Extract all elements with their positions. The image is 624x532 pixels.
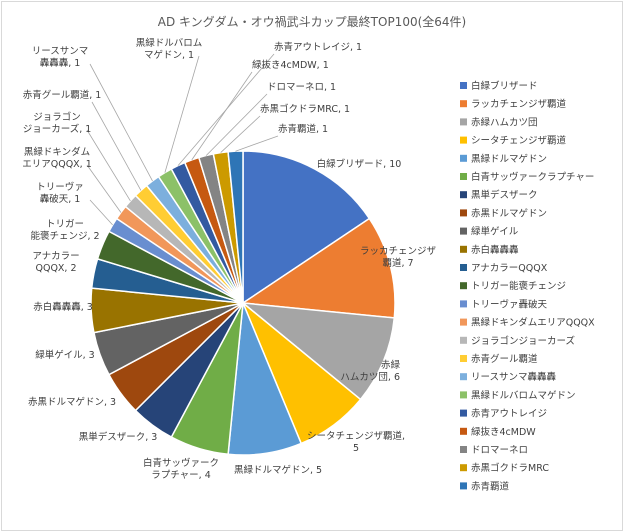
legend-label: 赤白轟轟轟 [471,244,519,256]
pie-slice [240,217,396,319]
legend-swatch [460,136,467,144]
slice-data-label: 赤青グール覇道, 1 [23,89,102,101]
pie-slices [90,150,396,456]
legend-label: 赤青グール覇道 [471,353,538,365]
legend-label: 白緑ブリザード [471,80,538,92]
slice-data-label: 黒単デスザーク, 3 [79,431,158,443]
legend-swatch [460,446,467,453]
leader-line [191,71,253,161]
legend-swatch [460,100,467,108]
slice-data-label: 赤青覇道, 1 [278,123,328,135]
pie-slice [242,150,371,305]
legend-swatch [460,209,467,217]
legend-swatch [460,318,467,326]
legend-label: ラッカチェンジザ覇道 [471,98,567,110]
legend-swatch [460,482,467,490]
slice-data-label: トリガー能褒チェンジ, 2 [30,219,99,242]
legend-label: 黒緑ドルバロムマゲドン [471,389,576,401]
leader-line [91,101,142,191]
leader-line [89,63,153,182]
slice-data-label: ジョラゴンジョーカーズ, 1 [23,111,92,135]
legend-label: 緑抜き4cMDW [471,426,536,438]
legend-label: 緑単ゲイル [471,226,519,238]
legend-label: 白青サッヴァークラプチャー [471,171,594,183]
slice-data-label: アナカラー QQQX, 2 [32,251,79,274]
data-labels: 白緑ブリザード, 10 ラッカチェンジザ覇道, 7 赤緑ハムカツ団, 6 シータチェン… [22,37,436,481]
legend-swatch [460,391,467,399]
slice-data-label: 白青サッヴァークラプチャー, 4 [143,457,219,481]
legend-label: トリガー能褒チェンジ [471,280,566,292]
slice-data-label: 赤黒ドルマゲドン, 3 [28,396,116,408]
legend-label: 赤青アウトレイジ [471,408,547,420]
legend-label: トリーヴァ轟破天 [471,298,548,310]
legend-swatch [460,464,467,472]
leader-line [86,129,131,202]
legend-label: 赤緑ハムカツ団 [471,116,538,128]
legend-swatch [460,118,467,126]
legend-swatch [460,82,467,89]
leader-line [164,55,200,173]
chart-title: AD キングダム・オウ禍武斗カップ最終TOP100(全64件) [158,14,466,29]
legend-swatch [460,264,467,271]
leader-line [220,115,261,153]
leader-lines [86,53,279,226]
legend-label: 黒緑ドルマゲドン [471,153,547,165]
legend-swatch [460,227,467,235]
slice-data-label: リースサンマ轟轟轟, 1 [32,46,89,69]
slice-data-label: 緑抜き4cMDW, 1 [252,59,329,71]
legend-swatch [460,373,467,381]
slice-data-label: 緑単ゲイル, 3 [35,349,94,361]
slice-data-label: 黒緑ドキンダムエリアQQQX, 1 [22,146,92,170]
legend-label: シータチェンジザ覇道 [471,135,567,147]
legend-label: 赤青覇道 [471,480,510,492]
legend-swatch [460,245,467,253]
legend-swatch [460,300,467,308]
slice-data-label: 赤緑ハムカツ団, 6 [340,359,400,383]
pie-slice [240,302,396,401]
leader-line [89,199,113,226]
legend-swatch [460,427,467,435]
legend-label: アナカラーQQQX [471,263,548,274]
legend-label: 黒緑ドキンダムエリアQQQX [471,317,595,329]
slice-data-label: 白緑ブリザード, 10 [317,158,402,170]
legend-swatch [460,355,467,362]
legend-label: 赤黒ゴクドラMRC [471,462,549,474]
slice-data-label: ドロマーネロ, 1 [267,82,336,93]
legend-label: リースサンマ轟轟轟 [471,371,557,383]
legend-swatch [460,191,467,199]
legend-label: ドロマーネロ [471,445,528,456]
slice-data-label: ラッカチェンジザ覇道, 7 [360,246,437,269]
slice-data-label: 赤白轟轟轟, 3 [33,301,93,313]
legend-label: 黒単デスザーク [471,189,538,201]
legend-swatch [460,336,467,344]
legend-label: ジョラゴンジョーカーズ [471,335,576,347]
legend: 白緑ブリザードラッカチェンジザ覇道赤緑ハムカツ団シータチェンジザ覇道黒緑ドルマゲ… [460,80,595,492]
leader-line [205,93,268,156]
slice-data-label: 黒緑ドルバロムマゲドン, 1 [136,37,203,61]
slice-data-label: シータチェンジザ覇道, 5 [307,430,405,454]
slice-data-label: 赤黒ゴクドラMRC, 1 [260,103,350,115]
slice-data-label: 黒緑ドルマゲドン, 5 [234,464,322,476]
slice-data-label: 赤青アウトレイジ, 1 [274,41,362,53]
leader-line [235,135,279,152]
legend-label: 赤黒ドルマゲドン [471,207,547,219]
legend-swatch [460,173,467,180]
leader-line [86,164,122,213]
legend-swatch [460,282,467,290]
legend-swatch [460,409,467,417]
slice-data-label: トリーヴァ轟破天, 1 [36,181,84,205]
legend-swatch [460,154,467,162]
